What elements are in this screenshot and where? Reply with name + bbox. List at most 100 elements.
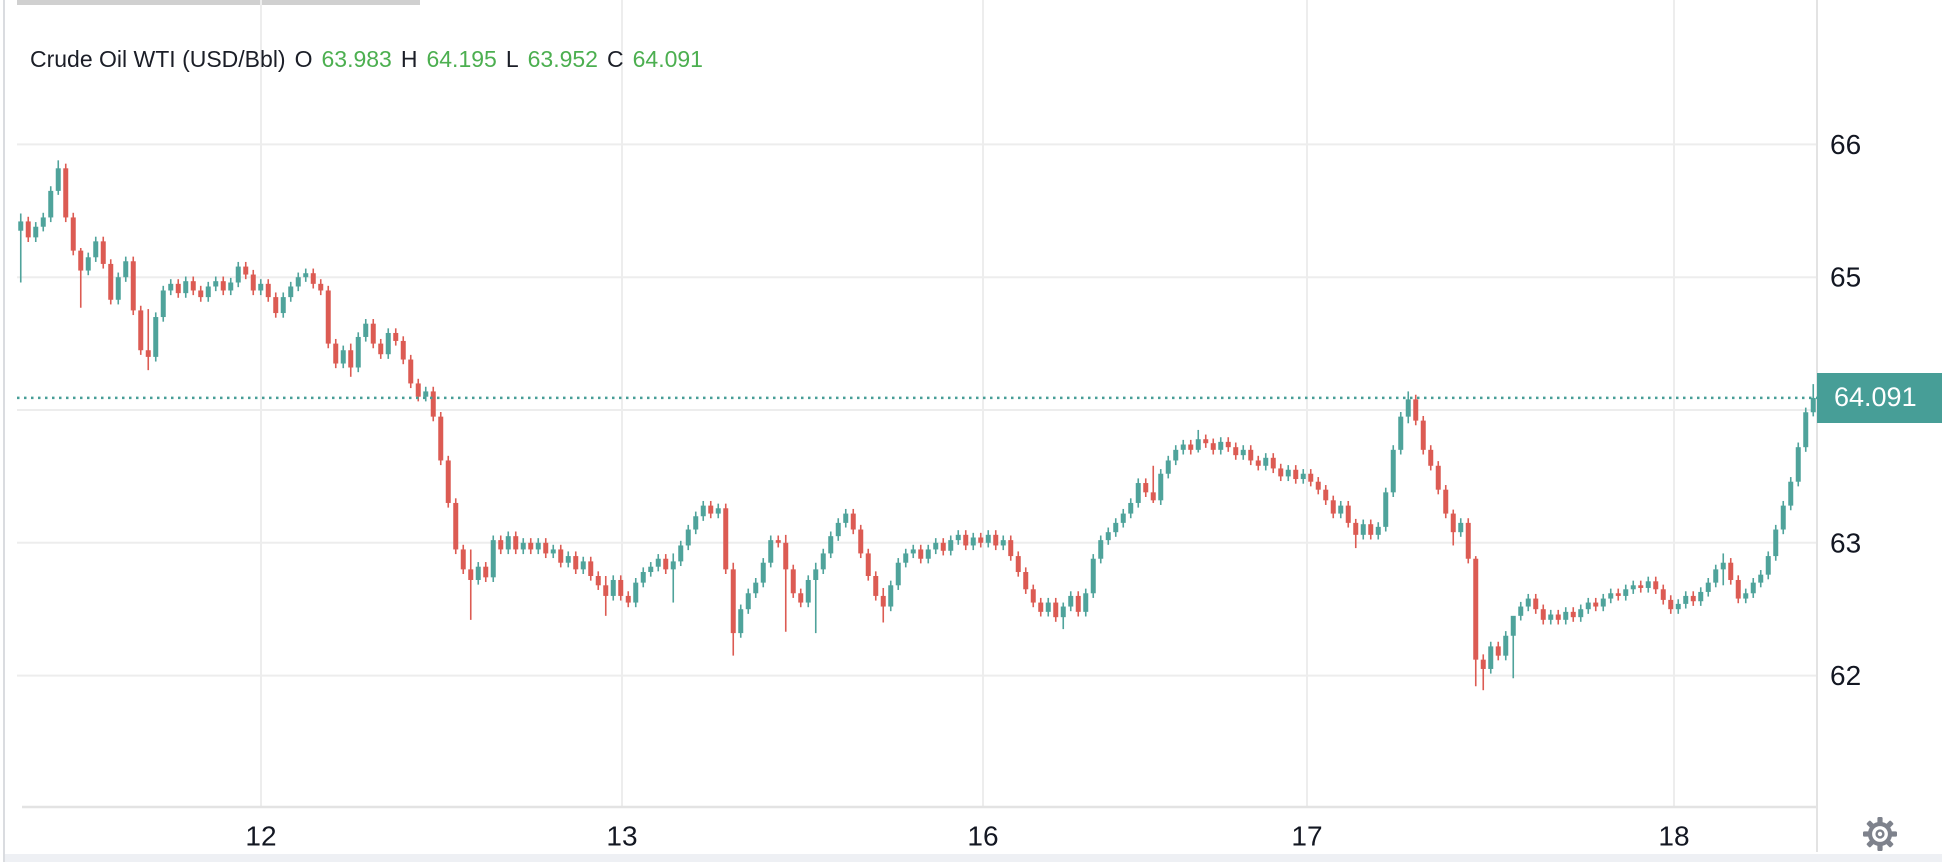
candle-body: [1525, 598, 1531, 607]
candle-body: [1458, 522, 1464, 533]
candle-body: [1743, 593, 1749, 599]
symbol-title: Crude Oil WTI (USD/Bbl): [30, 46, 286, 72]
candle-body: [663, 558, 669, 570]
candle-body: [813, 569, 819, 580]
candle-body: [100, 241, 106, 264]
candle-body: [783, 542, 789, 570]
candle-body: [423, 391, 429, 397]
candle-body: [130, 261, 136, 311]
current-price-tag[interactable]: 64.091: [1817, 372, 1942, 423]
candle-body: [505, 536, 511, 550]
candle-body: [880, 595, 886, 607]
candle-body: [1810, 397, 1816, 413]
candle-body: [1248, 449, 1254, 461]
candle-body: [115, 277, 121, 300]
candle-body: [460, 549, 466, 570]
candle-body: [1690, 595, 1696, 602]
candle-body: [1503, 635, 1509, 656]
candle-body: [1038, 602, 1044, 612]
candle-body: [1563, 611, 1569, 620]
y-axis-tick-label: 66: [1830, 129, 1861, 160]
candle-body: [1765, 556, 1771, 575]
candle-body: [1135, 483, 1141, 503]
candle-body: [1428, 449, 1434, 466]
open-label: O: [294, 46, 313, 72]
candle-body: [235, 266, 241, 283]
candle-body: [370, 323, 376, 344]
y-axis-tick-label: 62: [1830, 660, 1861, 691]
candle-body: [685, 529, 691, 546]
candle-body: [1713, 569, 1719, 583]
candle-body: [1593, 602, 1599, 607]
candle-body: [1645, 581, 1651, 588]
candle-body: [1210, 443, 1216, 450]
candle-body: [183, 281, 189, 294]
candle-body: [468, 569, 474, 580]
candle-body: [85, 257, 91, 271]
candle-body: [1578, 609, 1584, 618]
y-axis-tick-label: 65: [1830, 262, 1861, 293]
candle-body: [738, 609, 744, 634]
candle-body: [1090, 558, 1096, 594]
candle-body: [1270, 457, 1276, 469]
candle-body: [1053, 602, 1059, 618]
candle-body: [1075, 595, 1081, 612]
candle-body: [865, 553, 871, 576]
candle-body: [220, 281, 226, 291]
candle-body: [108, 263, 114, 300]
candle-body: [970, 537, 976, 546]
candle-body: [700, 505, 706, 517]
candle-body: [903, 553, 909, 563]
candle-body: [798, 593, 804, 603]
time-scale[interactable]: 12 13 16 17 18: [245, 821, 1689, 852]
candle-body: [1015, 556, 1021, 573]
x-axis-tick-label: 13: [606, 821, 637, 852]
candle-body: [198, 290, 204, 298]
current-price-label: 64.091: [1834, 382, 1917, 413]
candle-body: [1630, 585, 1636, 590]
candle-body: [1345, 505, 1351, 523]
candle-body: [310, 273, 316, 284]
low-value: 63.952: [527, 46, 598, 72]
candle-body: [1773, 529, 1779, 557]
candle-body: [453, 502, 459, 550]
candle-body: [1720, 562, 1726, 570]
candle-body: [1000, 540, 1006, 546]
candle-body: [1518, 606, 1524, 616]
candle-body: [1540, 609, 1546, 620]
candle-body: [1068, 595, 1074, 607]
symbol-legend[interactable]: Crude Oil WTI (USD/Bbl) O 63.983 H 64.19…: [30, 46, 703, 73]
candle-body: [18, 221, 24, 231]
candle-body: [918, 549, 924, 559]
candle-body: [768, 540, 774, 563]
candle-body: [1443, 489, 1449, 514]
candle-body: [1390, 449, 1396, 493]
timescale-settings-button[interactable]: [1857, 811, 1903, 857]
candle-body: [1008, 540, 1014, 557]
candle-body: [123, 261, 129, 278]
gear-icon: [1863, 817, 1897, 851]
candle-body: [1615, 593, 1621, 596]
candle-body: [730, 569, 736, 634]
candle-body: [475, 566, 481, 580]
candle-body: [835, 522, 841, 537]
candle-body: [145, 350, 151, 357]
candle-body: [1548, 614, 1554, 620]
candle-body: [828, 536, 834, 554]
candle-body: [895, 562, 901, 586]
candle-body: [55, 168, 61, 191]
candle-body: [1413, 399, 1419, 421]
candle-body: [693, 516, 699, 530]
candle-body: [415, 383, 421, 397]
candle-body: [633, 582, 639, 603]
candle-body: [490, 540, 496, 578]
candle-body: [963, 534, 969, 546]
candle-body: [63, 168, 69, 218]
candle-body: [1555, 614, 1561, 620]
candle-body: [258, 283, 264, 291]
candle-body: [213, 281, 219, 287]
candle-body: [858, 529, 864, 554]
candle-body: [1353, 522, 1359, 535]
candle-body: [1398, 416, 1404, 450]
